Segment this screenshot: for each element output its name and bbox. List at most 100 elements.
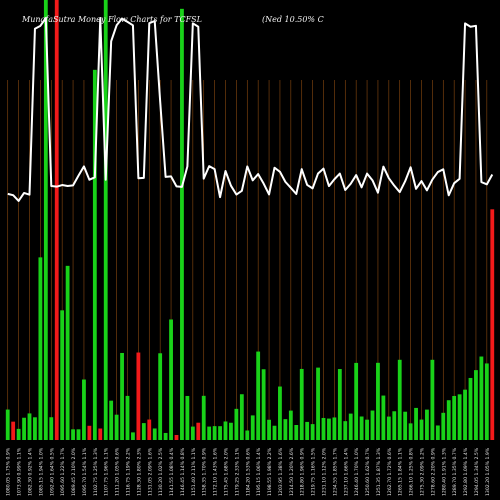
flow-bar: [76, 429, 81, 440]
flow-bar: [299, 368, 304, 440]
flow-bar: [103, 0, 108, 440]
flow-bar: [38, 257, 43, 440]
x-tick-label: 1184.20 1.53% 0.6%: [245, 447, 251, 496]
flow-bar: [310, 424, 315, 440]
x-tick-label: 1292.80 1.09% 1.4%: [463, 447, 469, 496]
flow-bar: [452, 395, 457, 440]
x-tick-label: 1102.75 1.25% 1.3%: [93, 447, 99, 496]
x-tick-label: 1111.20 1.05% 0.6%: [115, 447, 121, 496]
flow-bar: [376, 362, 380, 440]
flow-bar: [419, 419, 424, 440]
x-tick-label: 1073.90 0.99% 1.1%: [17, 447, 23, 496]
flow-bar: [425, 409, 429, 440]
x-tick-label: 1179.25 2.33% 1.1%: [234, 447, 240, 496]
flow-bar: [463, 389, 467, 440]
x-tick-label: 1082.30 0.92% 1.4%: [28, 447, 34, 496]
flow-bar: [392, 411, 397, 440]
flow-bar: [125, 395, 130, 440]
flow-bar: [163, 432, 168, 440]
flow-bar: [397, 359, 402, 440]
flow-bar: [92, 69, 97, 440]
flow-bar: [136, 352, 141, 440]
flow-bar: [332, 417, 337, 440]
x-tick-label: 1085.15 1.94% 1.0%: [38, 447, 44, 496]
flow-bar: [250, 415, 255, 440]
flow-bar: [120, 352, 124, 440]
flow-bar: [321, 417, 326, 440]
flow-bar: [278, 386, 282, 440]
flow-bar: [33, 417, 37, 440]
x-tick-label: 1275.30 2.09% 1.2%: [420, 447, 426, 496]
flow-bar: [359, 416, 364, 440]
flow-bar: [414, 407, 418, 440]
flow-bar: [196, 422, 201, 440]
x-tick-label: 1251.35 1.87% 1.3%: [376, 447, 382, 496]
x-tick-label: 1280.40 1.91% 1.3%: [441, 447, 447, 496]
flow-bar: [223, 421, 228, 440]
x-tick-label: 1130.20 1.02% 2.5%: [158, 447, 164, 496]
flow-bar: [305, 421, 310, 440]
flow-bar: [60, 310, 65, 440]
flow-bar: [327, 418, 331, 440]
flow-bar: [386, 416, 391, 440]
price-line: [7, 17, 494, 202]
x-tick-label: 1095.70 1.54% 1.1%: [82, 447, 88, 496]
flow-bar: [343, 421, 348, 440]
x-tick-label: 1089.45 2.10% 2.0%: [71, 447, 77, 496]
x-tick-label: 1146.45 1.14% 0.8%: [180, 447, 186, 496]
flow-bar: [212, 426, 217, 440]
x-tick-label: 1141.55 1.08% 0.4%: [169, 447, 175, 496]
x-axis-labels: 1080.05 1.75% 0.9% 1073.90 0.99% 1.1% 1082…: [6, 447, 491, 496]
x-tick-label: 1107.75 1.96% 1.1%: [104, 447, 110, 496]
flow-bar: [403, 411, 408, 440]
flow-bar: [468, 377, 473, 440]
x-tick-label: 1214.50 1.20% 2.6%: [289, 447, 295, 496]
flow-bar: [43, 0, 48, 440]
x-tick-label: 1262.70 1.72% 0.6%: [387, 447, 393, 496]
x-tick-label: 1092.40 1.64% 0.5%: [49, 447, 55, 496]
x-tick-label: 1095.60 1.22% 1.7%: [60, 447, 66, 496]
x-tick-label: 1172.10 1.43% 1.6%: [213, 447, 219, 496]
flow-bar: [457, 394, 462, 440]
flow-bar: [5, 409, 10, 440]
x-tick-label: 1294.05 1.34% 2.5%: [474, 447, 480, 496]
x-tick-label: 1278.60 2.20% 0.9%: [430, 447, 436, 496]
flow-bar: [87, 425, 92, 440]
flow-bar: [283, 419, 288, 440]
flow-bar: [484, 363, 489, 440]
flow-bar: [441, 412, 446, 440]
flow-bar: [11, 421, 16, 440]
flow-bar: [131, 432, 135, 440]
chart-title-left: MunafaSutra Money Flow Charts for TCFSL: [21, 15, 202, 24]
flow-bar: [354, 362, 359, 440]
flow-bar: [207, 426, 212, 440]
flow-bar: [348, 413, 353, 440]
x-tick-label: 1080.05 1.75% 0.9%: [6, 447, 12, 496]
flow-bar: [381, 395, 386, 440]
x-tick-label: 1234.55 1.85% 1.7%: [332, 447, 338, 496]
x-tick-label: 1237.10 1.66% 1.4%: [343, 447, 349, 496]
x-tick-label: 1266.10 1.25% 0.8%: [409, 447, 415, 496]
flow-bar: [474, 370, 478, 440]
flow-bar: [288, 410, 293, 440]
flow-bar: [54, 0, 59, 440]
flow-bar: [49, 417, 54, 440]
flow-bar: [365, 419, 369, 440]
flow-bar: [430, 359, 435, 440]
flow-bar: [169, 319, 173, 440]
x-tick-label: 1198.55 1.98% 2.2%: [267, 447, 273, 496]
x-tick-label: 1231.10 1.12% 2.0%: [322, 447, 328, 496]
flow-bar: [370, 410, 375, 440]
x-tick-label: 1158.35 1.70% 0.9%: [202, 447, 208, 496]
flow-bar: [190, 426, 195, 440]
flow-bar: [490, 209, 495, 440]
x-tick-label: 1175.45 1.68% 2.0%: [224, 447, 230, 496]
x-tick-label: 1116.75 1.19% 2.2%: [126, 447, 132, 496]
x-tick-label: 1203.95 1.38% 1.6%: [278, 447, 284, 496]
flow-bar: [22, 417, 26, 440]
x-tick-label: 1131.05 2.09% 1.6%: [147, 447, 153, 496]
flow-bar: [71, 429, 75, 440]
x-tick-label: 1246.40 1.70% 1.0%: [354, 447, 360, 496]
flow-bar: [180, 8, 184, 441]
